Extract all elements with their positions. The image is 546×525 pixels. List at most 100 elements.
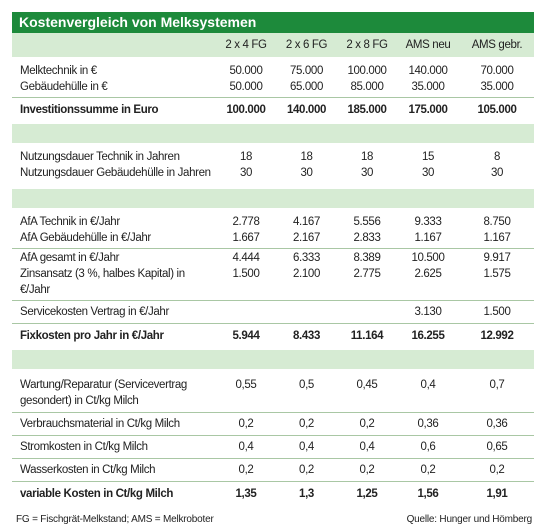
row-group: Wartung/Reparatur (Servicevertrag gesond… [12,369,534,508]
cell: 30 [300,167,313,179]
cell: 18 [300,151,313,163]
cell: 18 [360,151,374,163]
data-row: AfA Gebäudehülle in €/Jahr 1.667 2.167 2.83… [12,230,534,246]
row-block: AfA Technik in €/Jahr 2.778 4.167 5.556 9.33… [12,213,534,248]
cell: 4.167 [292,216,321,228]
separator [12,124,534,143]
row-label: Verbrauchsmaterial in Ct/kg Milch [20,418,180,430]
row-label: AfA Gebäudehülle in €/Jahr [20,232,151,244]
cell [338,304,396,320]
cell: 0,2 [359,418,375,430]
table-title: Kostenvergleich von Melksystemen [12,12,534,33]
cell: 0,65 [486,441,508,453]
cell: 10.500 [411,252,445,264]
row-label: Investitionssumme in Euro [20,104,159,116]
cell: 0,2 [359,464,375,476]
cell: 1.167 [414,232,442,244]
row-block: Wasserkosten in Ct/kg Milch 0,2 0,2 0,2 0,2 0… [12,458,534,481]
cell: 140.000 [286,104,327,116]
cell: 5.556 [353,216,381,228]
row-group: AfA Technik in €/Jahr 2.778 4.167 5.556 9.33… [12,208,534,350]
data-row: Nutzungsdauer Technik in Jahren 18 18 18 15 8 [12,149,534,165]
data-row: Verbrauchsmaterial in Ct/kg Milch 0,2 0,2 0… [12,416,534,432]
row-label: Melktechnik in € [20,65,97,77]
cell: 2.775 [353,268,381,280]
cell: 85.000 [350,81,384,93]
cell: 65.000 [289,81,324,93]
cell: 1,3 [299,488,314,500]
footnote: FG = Fischgrät-Melkstand; AMS = Melkrobo… [16,514,214,525]
cell: 35.000 [480,81,514,93]
cell: 2.167 [292,232,321,244]
source: Quelle: Hunger und Hömberg [406,514,533,525]
total-row: variable Kosten in Ct/kg Milch 1,35 1,3 1,2… [12,481,534,502]
column-header: AMS gebr. [471,39,523,51]
cell: 30 [490,167,504,179]
cell: 100.000 [226,104,266,116]
row-block: Wartung/Reparatur (Servicevertrag gesond… [12,374,534,412]
data-row: Wartung/Reparatur (Servicevertrag gesond… [12,377,534,409]
row-label: Nutzungsdauer Technik in Jahren [20,151,180,163]
column-header: 2 x 8 FG [346,39,388,51]
data-row: AfA Technik in €/Jahr 2.778 4.167 5.556 9.33… [12,214,534,230]
cell: 0,36 [486,418,508,430]
total-row: Fixkosten pro Jahr in €/Jahr 5.944 8.433 11… [12,323,534,344]
row-label: Fixkosten pro Jahr in €/Jahr [20,330,164,342]
cell: 0,4 [238,441,254,453]
cell: 15 [421,151,435,163]
cell: 3.130 [414,306,442,318]
row-label: variable Kosten in Ct/kg Milch [20,488,174,500]
total-row: Investitionssumme in Euro 100.000 140.000 1… [12,97,534,118]
cell: 0,6 [420,441,436,453]
table-body: 2 x 4 FG 2 x 6 FG 2 x 8 FG AMS neu AMS gebr.… [12,33,534,508]
data-row: Zinsansatz (3 %, halbes Kapital) in €/Ja… [12,266,534,298]
footer: FG = Fischgrät-Melkstand; AMS = Melkrobo… [12,514,534,525]
header-row: 2 x 4 FG 2 x 6 FG 2 x 8 FG AMS neu AMS gebr. [12,33,534,57]
data-row: Wasserkosten in Ct/kg Milch 0,2 0,2 0,2 0,2 0… [12,462,534,478]
row-group: Nutzungsdauer Technik in Jahren 18 18 18 15 8… [12,143,534,189]
cell: 0,2 [299,464,314,476]
cell: 2.778 [232,216,260,228]
cell: 5.944 [232,330,260,342]
cell [217,304,275,320]
cell: 0,5 [299,379,314,391]
row-label: Nutzungsdauer Gebäudehülle in Jahren [20,167,211,179]
cell: 0,2 [420,464,436,476]
cell: 0,2 [238,418,254,430]
cell: 16.255 [411,330,445,342]
cell: 185.000 [347,104,387,116]
data-row: Nutzungsdauer Gebäudehülle in Jahren 30 30… [12,165,534,181]
cell: 140.000 [408,65,448,77]
cell: 2.625 [414,268,442,280]
column-header: 2 x 6 FG [285,39,328,51]
cell: 30 [421,167,435,179]
cell: 0,55 [235,379,257,391]
row-block: Servicekosten Vertrag in €/Jahr 3.130 1.50… [12,300,534,323]
cell: 1.500 [483,306,511,318]
cell: 0,2 [299,418,314,430]
data-row: Stromkosten in Ct/kg Milch 0,4 0,4 0,4 0,6 0,… [12,439,534,455]
cell: 30 [360,167,374,179]
cell: 1,35 [235,488,257,500]
row-block: Melktechnik in € 50.000 75.000 100.000 140.0… [12,62,534,97]
cell: 50.000 [229,65,263,77]
cell: 0,4 [420,379,436,391]
row-label: AfA gesamt in €/Jahr [20,252,120,264]
cell: 9.917 [483,252,511,264]
cell: 4.444 [232,252,260,264]
cell: 50.000 [229,81,263,93]
cell: 1,91 [486,488,508,500]
column-header: 2 x 4 FG [225,39,267,51]
data-row: Melktechnik in € 50.000 75.000 100.000 140.0… [12,63,534,79]
cell [275,304,338,320]
cell: 0,4 [299,441,314,453]
row-group: Melktechnik in € 50.000 75.000 100.000 140.0… [12,57,534,124]
row-block: Verbrauchsmaterial in Ct/kg Milch 0,2 0,2 0… [12,412,534,435]
cell: 1,25 [356,488,378,500]
cell: 1.575 [483,268,511,280]
cell: 75.000 [289,65,324,77]
cell: 11.164 [350,330,384,342]
cell: 18 [239,151,253,163]
cell: 1.667 [232,232,260,244]
row-label: Stromkosten in Ct/kg Milch [20,441,148,453]
